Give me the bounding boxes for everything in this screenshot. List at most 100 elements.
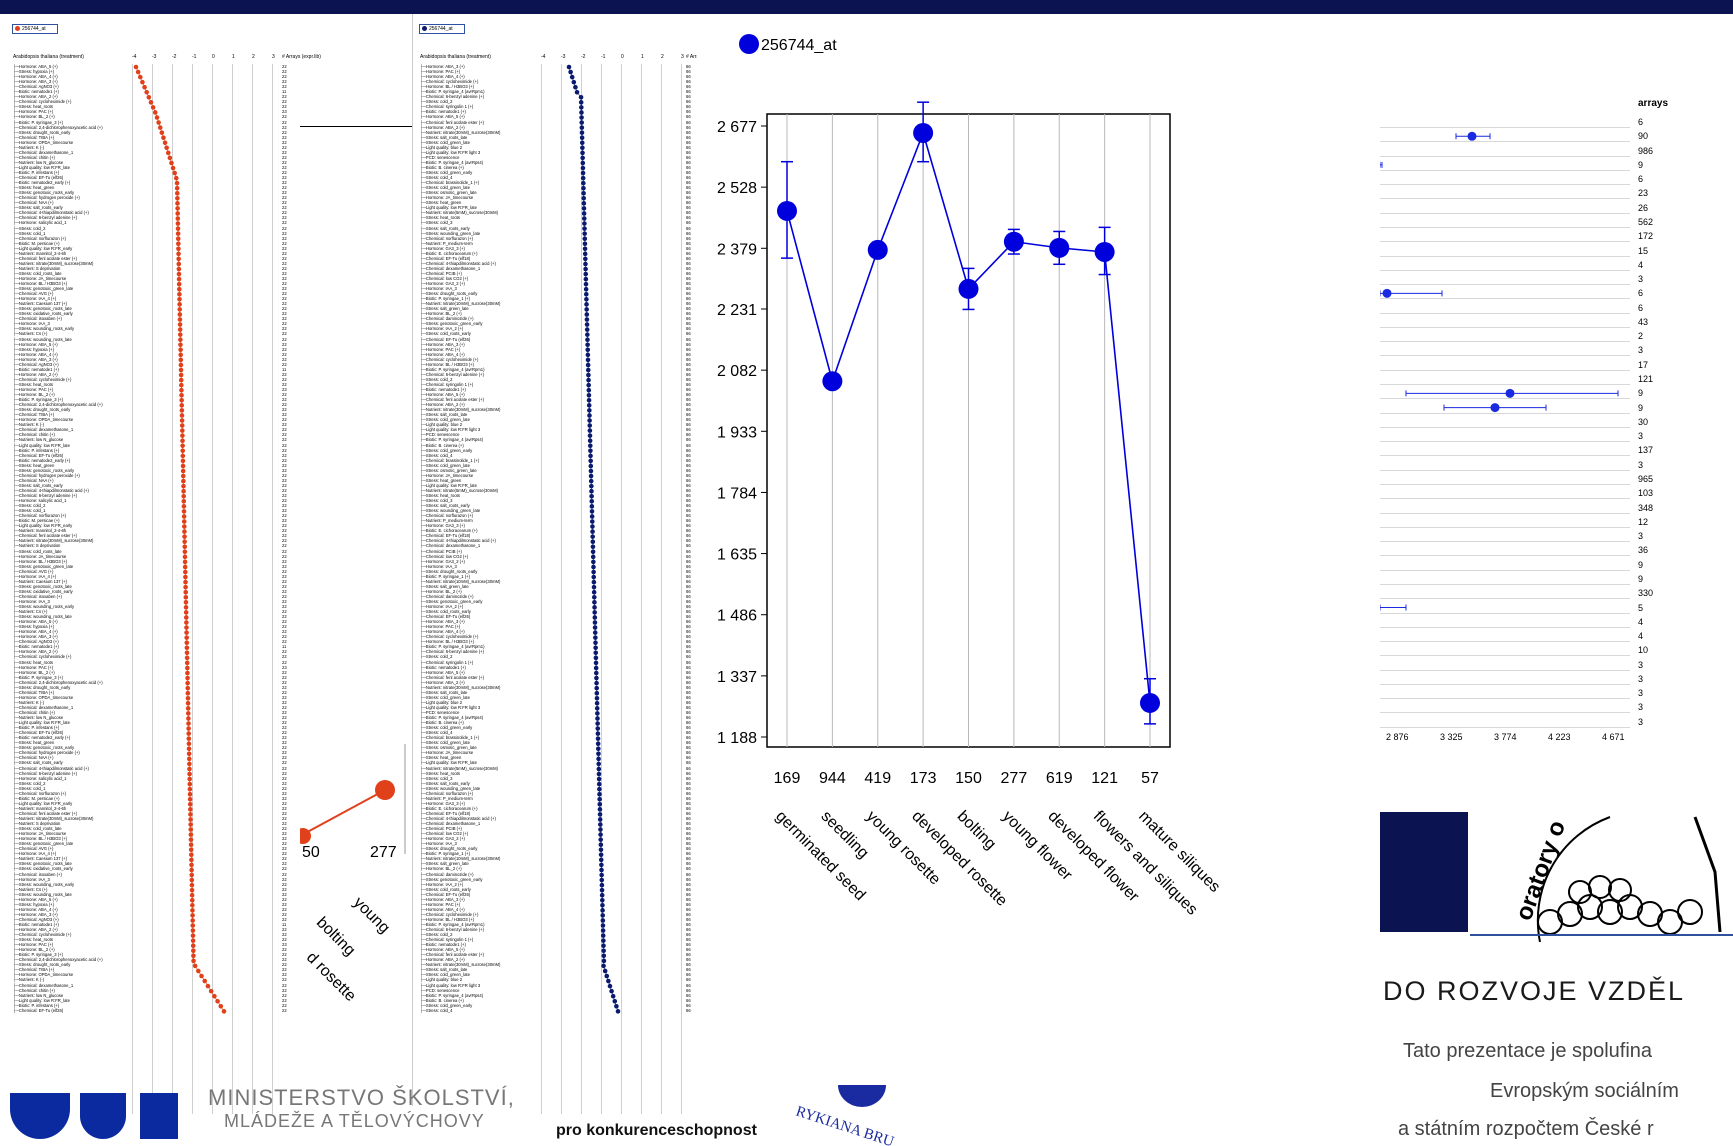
- data-point: [583, 256, 588, 262]
- row-label: ├─Biotic: nematode1 (+): [13, 89, 59, 95]
- row-label: ├─Stress: genotoxic_roots_early: [13, 190, 75, 196]
- data-point: [174, 185, 180, 191]
- row-value: 22: [282, 275, 287, 281]
- row-label: ├─Chemical: NAA (+): [13, 477, 54, 483]
- row-value: 22: [282, 957, 287, 963]
- row-separator: [1380, 341, 1630, 343]
- data-point: [175, 201, 180, 206]
- row-label: ├─Hormone: ABA_3 (+): [420, 341, 465, 347]
- row-value: 22: [282, 775, 287, 781]
- row-label: ├─Hormone: ABA_4 (+): [13, 906, 58, 912]
- data-point: [596, 776, 602, 782]
- row-value: 66: [686, 740, 691, 746]
- row-value: 22: [282, 240, 287, 246]
- row-label: ├─Nutrient: nitrate(30mM)_sucrose(30mM): [420, 684, 501, 690]
- row-label: ├─Light quality: low R:FR light 3: [420, 149, 481, 155]
- row-value: 66: [686, 200, 691, 206]
- row-label: ├─Stress: genotoxic_roots_late: [13, 306, 72, 312]
- row-value: 66: [686, 518, 691, 524]
- bg-count-277: 277: [370, 844, 397, 861]
- data-point: [176, 251, 181, 257]
- data-point: [583, 271, 589, 277]
- row-label: ├─Stress: wounding_green_late: [420, 508, 481, 514]
- row-value: 22: [282, 704, 287, 710]
- data-point: [591, 559, 596, 565]
- data-point: [599, 882, 605, 888]
- row-separator: [1380, 612, 1630, 614]
- data-point: [176, 276, 182, 282]
- data-point: [601, 943, 606, 948]
- data-point: [597, 786, 602, 792]
- data-point: [592, 605, 597, 610]
- row-separator: [1380, 655, 1630, 657]
- row-label: ├─Chemical: 4-thiapdilmonstatic acid (+): [13, 487, 89, 493]
- data-point: [588, 473, 594, 479]
- row-separator: [1380, 127, 1630, 128]
- data-point: [593, 635, 598, 640]
- data-point: [184, 625, 189, 630]
- row-label: ├─Nutrient: Cs (+): [13, 331, 48, 337]
- data-point: [177, 312, 183, 317]
- row-value: 66: [686, 447, 691, 453]
- data-point: [187, 761, 192, 767]
- row-label: ├─Hormone: IAA_4 (+): [13, 573, 57, 579]
- row-value: 22: [282, 346, 287, 352]
- row-label: ├─Hormone: JA_timecourse: [420, 750, 474, 756]
- scale-tick: 2: [661, 54, 664, 60]
- row-value: 22: [282, 810, 287, 816]
- data-point: [183, 600, 189, 605]
- row-separator: [1380, 469, 1630, 471]
- row-value: 66: [686, 765, 691, 771]
- logo-arc-text: oratory o: [1510, 817, 1571, 924]
- row-value: 66: [686, 129, 691, 135]
- data-point: [187, 771, 192, 777]
- row-label: ├─Biotic: nematode2_early (+): [13, 735, 71, 741]
- data-point: [188, 847, 194, 853]
- data-point: [590, 524, 595, 529]
- data-point: [586, 403, 592, 408]
- row-value: 66: [686, 578, 691, 584]
- row-value: 22: [282, 543, 287, 549]
- data-point: [588, 458, 593, 464]
- row-label: ├─Nutrient: nitrate(10mM)_sucrose(30mM): [420, 856, 501, 862]
- row-label: ├─Hormone: salicylic acid_1: [13, 775, 67, 781]
- row-label: ├─Chemical: 4-thiapdilmonstatic acid (+): [420, 538, 496, 544]
- row-label: ├─Hormone: IAA_4 (+): [13, 296, 57, 302]
- data-point: [599, 872, 604, 878]
- row-label: ├─Biotic: P. infestans (+): [13, 1002, 60, 1008]
- sample-count-label: 57: [1141, 770, 1159, 787]
- data-point: [584, 327, 590, 332]
- row-value: 66: [686, 79, 691, 85]
- data-point: [582, 221, 587, 226]
- data-point: [176, 246, 181, 252]
- data-point: [595, 716, 600, 721]
- grid-line: [681, 64, 682, 1114]
- row-label: ├─Stress: salt_roots_late: [420, 134, 468, 140]
- mid-row-values: 66 66 66 66 66 66 66 66 66 66 66 66 66 66 66 66 66 66 66 66…: [686, 64, 698, 1109]
- data-point: [590, 529, 595, 534]
- row-separator: [1380, 455, 1630, 457]
- data-point: [181, 514, 187, 519]
- array-count: 3: [1638, 688, 1644, 699]
- row-value: 22: [282, 927, 287, 933]
- row-label: ├─Stress: genotoxic_green_early: [420, 598, 483, 604]
- row-value: 22: [282, 972, 287, 978]
- row-label: ├─Hormone: BL / H3BO3 (+): [420, 361, 475, 367]
- row-value: 22: [282, 412, 287, 418]
- row-value: 22: [282, 770, 287, 776]
- data-point: [185, 701, 191, 706]
- data-point: [174, 180, 180, 186]
- row-value: 22: [282, 629, 287, 635]
- data-point: [187, 781, 193, 787]
- legend-dot-icon: [15, 26, 20, 32]
- data-point: [599, 887, 605, 893]
- row-label: ├─Stress: osmotic_green_late: [420, 467, 477, 473]
- data-point: [583, 276, 589, 282]
- row-value: 66: [686, 104, 691, 110]
- row-value: 22: [282, 270, 287, 276]
- bg-xlabel-rosette: d rosette: [302, 949, 360, 1006]
- data-point: [192, 963, 198, 969]
- row-label: ├─Stress: cold_1: [13, 230, 46, 236]
- row-label: ├─Stress: cold_2: [420, 99, 453, 105]
- row-label: ├─Hormone: ABA_3 (+): [420, 619, 465, 625]
